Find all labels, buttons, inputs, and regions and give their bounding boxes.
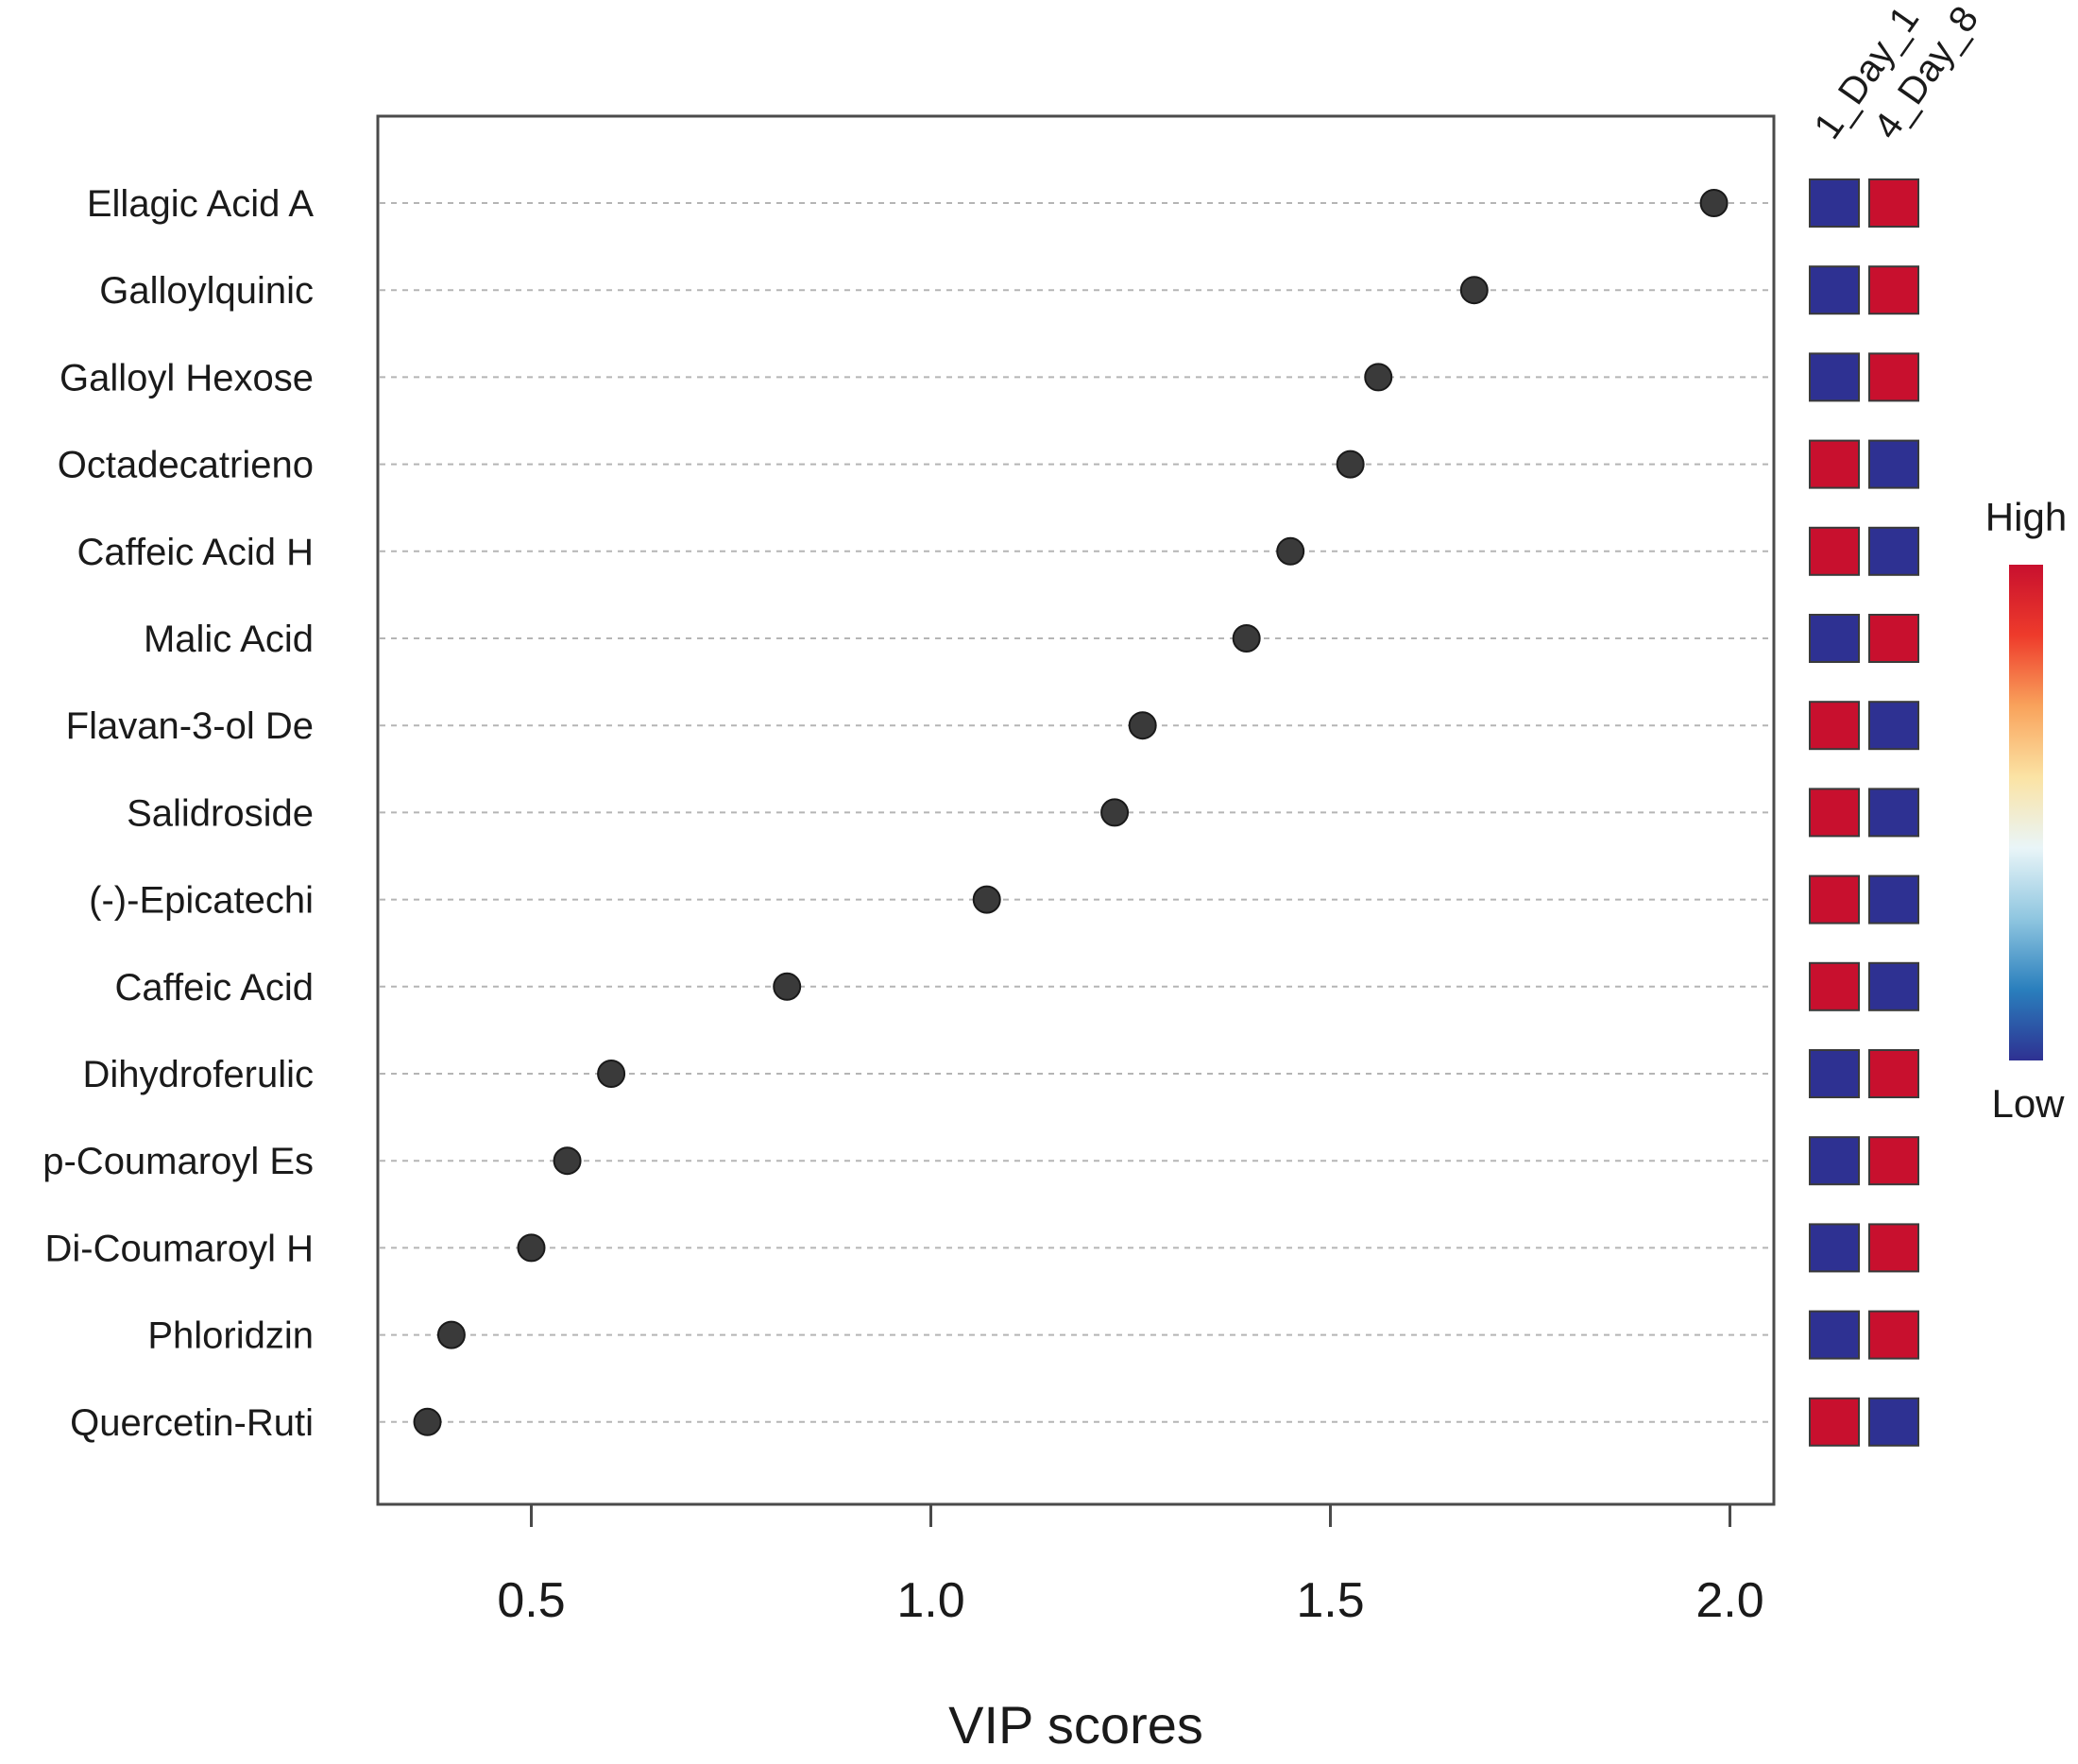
vip-point — [1128, 711, 1157, 740]
metabolite-label: Salidroside — [127, 792, 314, 834]
plot-frame — [376, 114, 1776, 1506]
heatmap-cell — [1868, 1049, 1919, 1098]
heatmap-cell — [1868, 1136, 1919, 1186]
heatmap-cell — [1868, 1223, 1919, 1273]
vip-point — [1364, 363, 1393, 392]
legend-high-label: High — [1985, 495, 2067, 539]
metabolite-label: Di-Coumaroyl H — [45, 1228, 315, 1269]
metabolite-label: Flavan-3-ol De — [66, 705, 314, 747]
vip-point — [553, 1146, 582, 1176]
color-legend: High Low — [1985, 495, 2067, 1126]
vip-point — [413, 1407, 442, 1436]
heatmap-cell — [1809, 352, 1860, 402]
metabolite-label: Octadecatrieno — [58, 445, 314, 486]
metabolite-label: Galloylquinic — [99, 270, 314, 312]
heatmap-cell — [1809, 265, 1860, 315]
metabolite-label: p-Coumaroyl Es — [43, 1141, 314, 1182]
x-tick-label: 0.5 — [497, 1573, 565, 1628]
metabolite-label: Caffeic Acid — [115, 967, 315, 1009]
heatmap-cell — [1809, 1049, 1860, 1098]
heatmap-cell — [1868, 701, 1919, 751]
group-heatmap — [1809, 178, 1919, 1447]
metabolite-label: Quercetin-Ruti — [70, 1402, 314, 1444]
heatmap-cell — [1868, 352, 1919, 402]
heatmap-cell — [1809, 526, 1860, 576]
heatmap-cell — [1809, 701, 1860, 751]
data-points — [413, 189, 1729, 1436]
x-axis-title: VIP scores — [948, 1695, 1203, 1755]
heatmap-cell — [1809, 788, 1860, 838]
x-axis: 0.5 1.0 1.5 2.0 — [497, 1502, 1764, 1628]
heatmap-cell — [1868, 439, 1919, 489]
legend-gradient-bar — [2009, 565, 2043, 1060]
x-tick-label: 2.0 — [1695, 1573, 1763, 1628]
heatmap-cell — [1868, 178, 1919, 228]
vip-point — [1100, 798, 1130, 827]
heatmap-cell — [1868, 874, 1919, 924]
metabolite-label: Ellagic Acid A — [87, 183, 314, 225]
gridlines — [380, 202, 1772, 1423]
heatmap-cell — [1809, 1397, 1860, 1447]
heatmap-cell — [1809, 1136, 1860, 1186]
metabolite-labels: Ellagic Acid A Galloylquinic Galloyl Hexos… — [43, 183, 314, 1444]
x-tick-label: 1.0 — [896, 1573, 964, 1628]
heatmap-cell — [1868, 614, 1919, 663]
metabolite-label: Caffeic Acid H — [77, 532, 315, 573]
heatmap-cell — [1868, 961, 1919, 1011]
vip-point — [1336, 449, 1365, 479]
heatmap-cell — [1868, 265, 1919, 315]
vip-point — [1276, 536, 1305, 566]
vip-point — [517, 1233, 546, 1263]
x-tick-label: 1.5 — [1296, 1573, 1364, 1628]
heatmap-cell — [1809, 1310, 1860, 1360]
metabolite-label: Galloyl Hexose — [60, 357, 314, 399]
vip-point — [436, 1320, 466, 1349]
heatmap-cell — [1868, 788, 1919, 838]
metabolite-label: Phloridzin — [147, 1315, 314, 1357]
legend-low-label: Low — [1991, 1081, 2065, 1126]
group-labels: 1_Day_14_Day_8 — [1806, 0, 1986, 146]
heatmap-cell — [1868, 1397, 1919, 1447]
metabolite-label: Dihydroferulic — [82, 1054, 314, 1095]
vip-point — [773, 972, 802, 1001]
vip-point — [1699, 189, 1729, 217]
heatmap-cell — [1809, 874, 1860, 924]
vip-point — [972, 885, 1001, 914]
heatmap-cell — [1809, 1223, 1860, 1273]
metabolite-label: Malic Acid — [144, 619, 314, 660]
vip-point — [1459, 276, 1489, 305]
heatmap-cell — [1809, 178, 1860, 228]
heatmap-cell — [1809, 614, 1860, 663]
heatmap-cell — [1809, 439, 1860, 489]
heatmap-cell — [1868, 1310, 1919, 1360]
vip-point — [1232, 624, 1261, 653]
metabolite-label: (-)-Epicatechi — [89, 880, 314, 922]
heatmap-cell — [1809, 961, 1860, 1011]
heatmap-cell — [1868, 526, 1919, 576]
vip-point — [597, 1060, 626, 1088]
